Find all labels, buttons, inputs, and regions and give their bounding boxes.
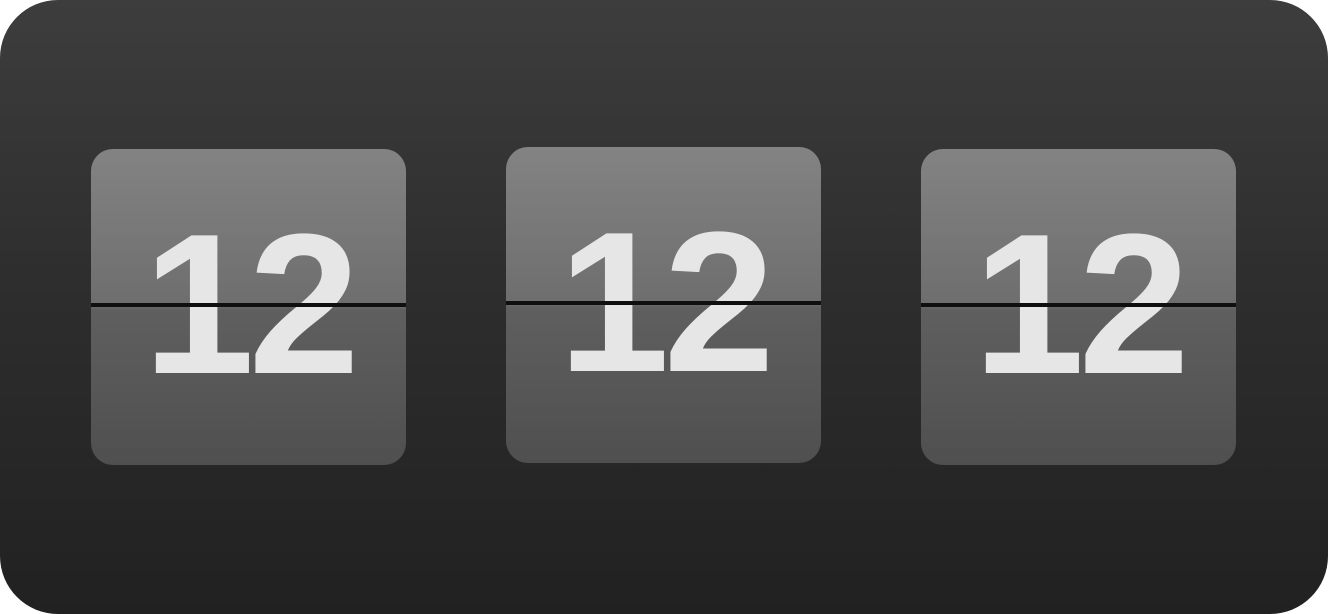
flip-card-digits: 12 — [143, 193, 359, 416]
flip-card-split-line — [91, 303, 406, 307]
flip-card-split-line — [506, 301, 821, 305]
flip-card-seconds: 12 — [921, 149, 1236, 465]
flip-card-digits: 12 — [973, 193, 1189, 416]
flip-card-minutes: 12 — [506, 147, 821, 463]
flip-card-split-line — [921, 303, 1236, 307]
flip-card-hours: 12 — [91, 149, 406, 465]
flip-card-digits: 12 — [558, 191, 774, 414]
